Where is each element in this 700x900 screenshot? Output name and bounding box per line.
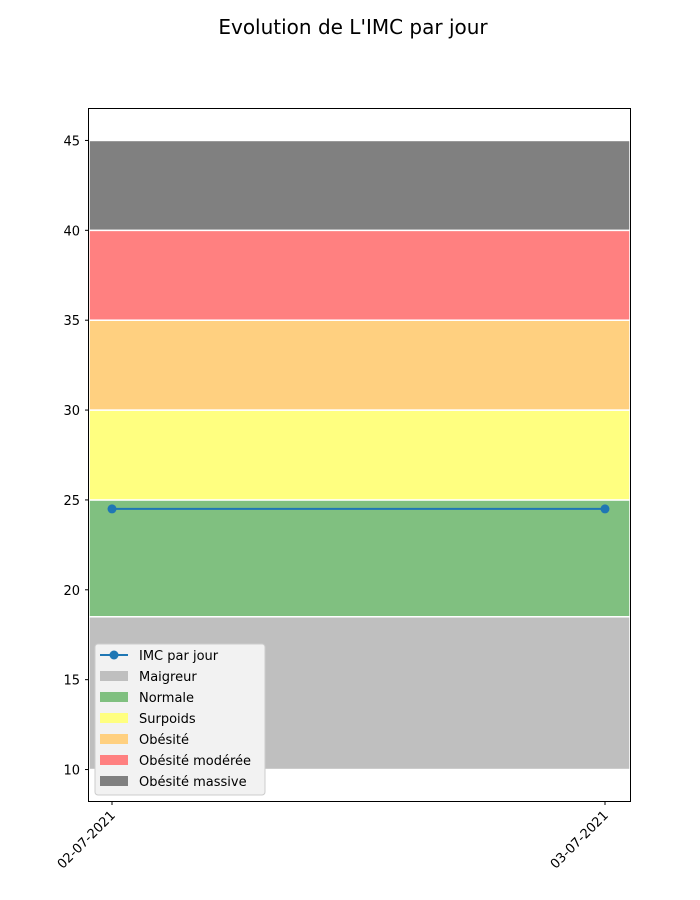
legend-label-2: Normale [139,691,194,706]
legend-label-3: Surpoids [139,712,196,727]
legend-box [94,643,266,796]
legend-swatch-5 [100,755,128,765]
legend-label-0: IMC par jour [139,649,219,664]
y-tick-label-20: 20 [63,584,80,599]
y-tick-label-25: 25 [63,494,80,509]
y-tick-label-15: 15 [63,674,80,689]
data-point-0-0 [107,504,117,514]
band-3 [88,319,631,411]
legend-label-4: Obésité [139,733,189,748]
legend-label-5: Obésité modérée [139,754,251,769]
plot-frame [88,108,631,802]
legend-marker [109,650,119,660]
legend-swatch-1 [100,671,128,681]
band-4 [88,229,631,321]
x-tick-label-1: 03-07-2021 [548,808,612,872]
legend-swatch-6 [100,776,128,786]
data-point-0-1 [600,504,610,514]
chart-title: Evolution de L'IMC par jour [218,15,488,39]
y-tick-label-45: 45 [63,134,80,149]
band-5 [88,139,631,232]
y-tick-label-10: 10 [63,764,80,779]
band-2 [88,409,631,501]
legend-label-1: Maigreur [139,670,197,685]
legend-swatch-2 [100,692,128,702]
legend-swatch-4 [100,734,128,744]
legend-swatch-3 [100,713,128,723]
y-tick-label-30: 30 [63,404,80,419]
y-tick-label-35: 35 [63,314,80,329]
band-1 [88,499,631,618]
x-tick-label-0: 02-07-2021 [55,808,119,872]
y-tick-label-40: 40 [63,224,80,239]
legend-label-6: Obésité massive [139,775,247,790]
